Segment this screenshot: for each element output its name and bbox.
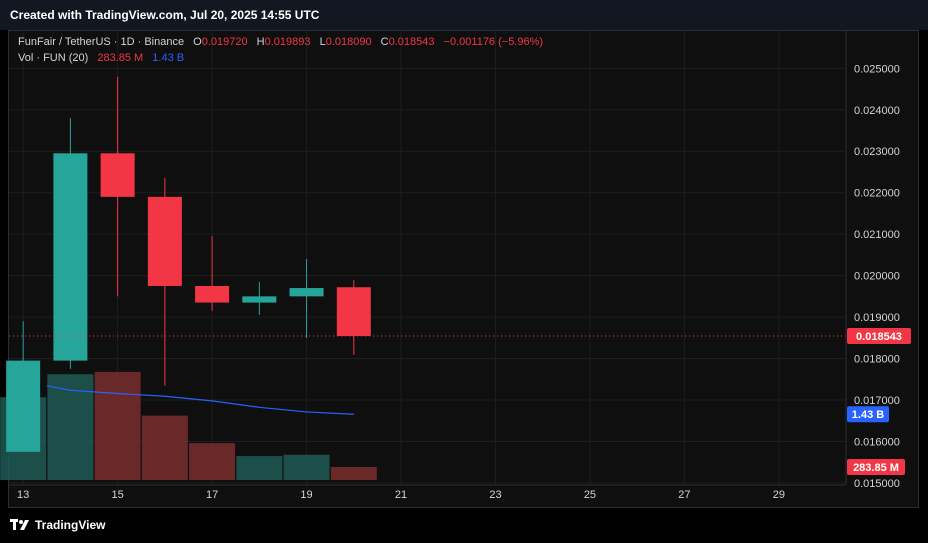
x-tick-label: 15	[112, 489, 124, 501]
axes: 0.025000 0.024000 0.023000 0.022000 0.021000…	[9, 31, 900, 501]
volume-ma-line	[46, 385, 354, 415]
y-tick-label: 0.016000	[854, 436, 900, 448]
volume-badge-label: 283.85 M	[853, 462, 899, 474]
legend-vol-ma-value: 1.43 B	[152, 52, 185, 64]
legend-open-value: 0.019720	[201, 36, 248, 48]
y-tick-label: 0.022000	[854, 188, 900, 200]
volume-bar	[189, 443, 236, 480]
last-price-badge	[847, 328, 911, 345]
legend-ohlc: FunFair / TetherUS · 1D · Binance O0.019…	[18, 36, 543, 48]
volume-bar	[94, 371, 141, 480]
x-tick-label: 21	[395, 489, 407, 501]
candle-body	[195, 285, 230, 303]
volume-ma-badge	[847, 406, 889, 423]
legend-high-value: 0.019893	[264, 36, 311, 48]
last-price-line: 0.018543 1.43 B 283.85 M	[9, 328, 911, 475]
candle-body	[289, 288, 324, 297]
tradingview-logo-icon	[10, 519, 29, 530]
y-tick-label: 0.020000	[854, 271, 900, 283]
y-tick-label: 0.017000	[854, 395, 900, 407]
y-tick-label: 0.023000	[854, 146, 900, 158]
x-tick-label: 17	[206, 489, 218, 501]
y-tick-label: 0.015000	[854, 478, 900, 490]
legend-h-label: H	[256, 36, 265, 48]
volume-bar	[330, 466, 377, 480]
x-tick-label: 25	[584, 489, 596, 501]
x-tick-label: 23	[489, 489, 501, 501]
candles	[6, 76, 371, 452]
legend-vol-label: Vol · FUN (20)	[18, 52, 89, 64]
x-tick-label: 27	[678, 489, 690, 501]
candle-body	[147, 196, 182, 286]
y-tick-label: 0.025000	[854, 63, 900, 75]
header-bar	[0, 0, 928, 30]
tradingview-brand-label: TradingView	[35, 518, 106, 532]
footer	[0, 508, 928, 543]
candle-body	[6, 360, 41, 452]
legend-change-value: −0.001176 (−5.96%)	[443, 36, 544, 48]
x-tick-label: 29	[773, 489, 785, 501]
y-tick-label: 0.024000	[854, 105, 900, 117]
volume-ma-polyline	[46, 385, 354, 415]
volume-bar	[236, 456, 283, 480]
volume-badge	[847, 458, 905, 475]
legend-o-label: O	[193, 36, 202, 48]
legend-c-label: C	[380, 36, 389, 48]
candle-body	[53, 153, 88, 361]
volume-bar	[283, 454, 330, 480]
legend-symbol: FunFair / TetherUS · 1D · Binance	[18, 36, 185, 48]
volume-bar	[141, 415, 188, 480]
legend-l-label: L	[319, 36, 326, 48]
legend-volume: Vol · FUN (20) 283.85 M 1.43 B	[18, 52, 184, 64]
grid-lines	[9, 31, 845, 485]
legend-low-value: 0.018090	[325, 36, 372, 48]
x-tick-label: 19	[300, 489, 312, 501]
volume-ma-badge-label: 1.43 B	[852, 409, 884, 421]
last-price-label: 0.018543	[856, 331, 902, 343]
legend-vol-value: 283.85 M	[97, 52, 144, 64]
created-with-text: Created with TradingView.com, Jul 20, 20…	[10, 8, 320, 22]
y-tick-label: 0.018000	[854, 354, 900, 366]
y-tick-label: 0.021000	[854, 229, 900, 241]
x-tick-label: 13	[17, 489, 29, 501]
candle-body	[242, 296, 277, 303]
candle-body	[336, 287, 371, 337]
tradingview-brand[interactable]: TradingView	[10, 518, 105, 532]
legend-close-value: 0.018543	[388, 36, 435, 48]
y-tick-label: 0.019000	[854, 312, 900, 324]
candle-body	[100, 153, 135, 197]
